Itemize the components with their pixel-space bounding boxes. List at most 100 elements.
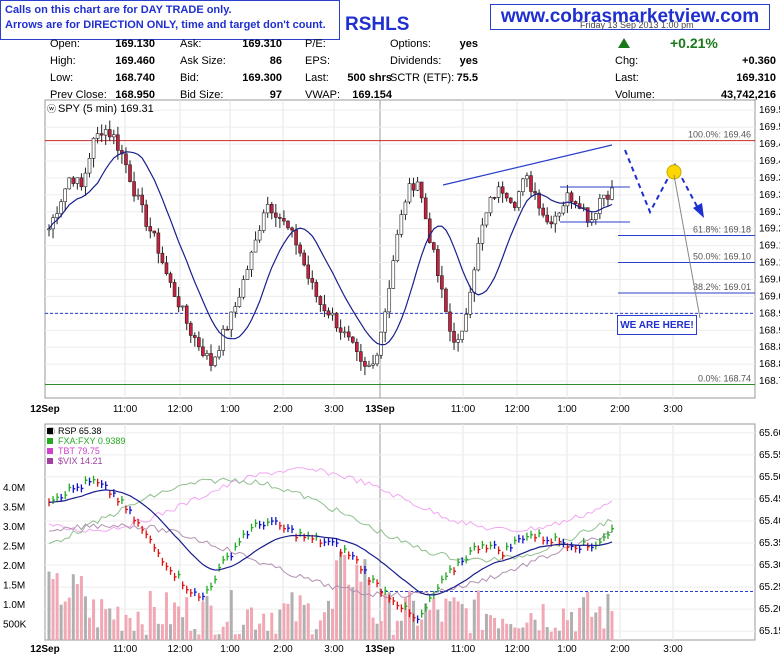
candle-body	[500, 186, 505, 194]
candle-body	[440, 275, 444, 290]
volume-bar	[521, 627, 525, 640]
volume-bar	[448, 601, 452, 640]
candle-body	[415, 181, 420, 191]
candle-body	[367, 364, 371, 367]
volume-bar	[132, 630, 136, 640]
volume-bar	[164, 592, 168, 640]
candle-body	[363, 361, 367, 367]
projection-path	[624, 149, 701, 215]
candle-body	[294, 229, 298, 246]
quote-label: Low:	[50, 72, 74, 84]
price-x-tick-label: 12Sep	[30, 404, 59, 415]
candle-body	[602, 194, 606, 199]
lower-legend-entry: FXA:FXY 0.9389	[58, 436, 125, 446]
volume-bar	[339, 551, 343, 640]
volume-bar	[420, 619, 424, 640]
quote-value: 169.310	[736, 72, 776, 84]
candle-body	[496, 186, 501, 198]
candle-body	[411, 183, 416, 191]
quote-value: 168.950	[115, 89, 155, 101]
volume-bar	[428, 609, 432, 640]
volume-bar	[160, 624, 164, 640]
volume-bar	[237, 633, 241, 640]
candle-body	[346, 331, 351, 338]
volume-bar	[363, 559, 367, 640]
volume-bar	[205, 595, 209, 640]
candle-body	[160, 252, 165, 264]
up-arrow-icon	[618, 38, 630, 48]
candle-body	[63, 188, 68, 203]
volume-tick-label: 2.0M	[3, 561, 25, 572]
candle-body	[213, 356, 217, 366]
candle-body	[265, 204, 270, 214]
candle-body	[112, 134, 116, 138]
candle-body	[330, 312, 335, 316]
candle-body	[99, 133, 104, 136]
quote-label: Last:	[305, 72, 329, 84]
volume-bar	[221, 626, 225, 640]
volume-bar	[343, 554, 347, 640]
legend-swatch-icon	[47, 428, 53, 434]
candle-body	[144, 204, 149, 227]
volume-bar	[602, 628, 606, 640]
candle-body	[249, 251, 254, 270]
candle-body	[152, 230, 157, 234]
change-percent: +0.21%	[670, 35, 718, 51]
volume-bar	[100, 599, 104, 640]
candle-body	[492, 197, 497, 199]
volume-bar	[375, 623, 379, 640]
volume-bar	[565, 620, 569, 640]
candle-body	[395, 234, 400, 261]
candle-body	[148, 226, 153, 232]
price-tick-label: 169.15	[759, 241, 780, 252]
volume-bar	[594, 612, 598, 640]
volume-bar	[590, 616, 594, 640]
candle-body	[257, 230, 262, 241]
quote-label: Last:	[615, 72, 639, 84]
quote-label: P/E:	[305, 38, 326, 50]
volume-bar	[436, 609, 440, 640]
price-tick-label: 169.20	[759, 224, 780, 235]
candle-body	[107, 129, 112, 138]
candle-body	[383, 311, 387, 333]
volume-bar	[83, 596, 87, 640]
candle-body	[217, 350, 221, 358]
candle-body	[193, 335, 197, 338]
volume-bar	[120, 630, 124, 640]
candle-body	[116, 134, 120, 151]
candle-body	[585, 207, 590, 223]
quote-label: Ask Size:	[180, 55, 226, 67]
volume-bar	[217, 634, 221, 640]
volume-bar	[59, 604, 63, 640]
rsp-tick-label: 65.20	[759, 604, 780, 615]
tbt-line	[48, 467, 613, 533]
candle-body	[132, 181, 136, 197]
volume-bar	[529, 613, 533, 640]
candle-body	[87, 158, 92, 174]
volume-bar	[306, 603, 310, 640]
candle-body	[253, 239, 258, 253]
quote-value: yes	[459, 55, 478, 67]
volume-bar	[47, 571, 51, 640]
candle-body	[156, 232, 161, 254]
candle-body	[282, 218, 286, 222]
chart-settings-icon: ⓦ	[47, 104, 56, 114]
lower-legend-entry: $VIX 14.21	[58, 456, 103, 466]
candle-body	[472, 269, 477, 293]
volume-bar	[335, 560, 339, 640]
fib-label: 0.0%: 168.74	[698, 373, 751, 383]
candle-body	[423, 197, 428, 220]
volume-bar	[245, 609, 249, 640]
site-banner[interactable]: www.cobrasmarketview.com	[490, 4, 770, 30]
volume-bar	[229, 590, 233, 640]
volume-bar	[314, 629, 318, 640]
candle-body	[549, 221, 554, 225]
candle-body	[427, 218, 432, 243]
candle-body	[464, 314, 468, 332]
quote-label: Chg:	[615, 55, 639, 67]
volume-bar	[116, 606, 120, 640]
candle-body	[476, 243, 481, 271]
candle-body	[456, 339, 460, 343]
volume-bar	[501, 618, 505, 640]
volume-bar	[63, 601, 67, 640]
